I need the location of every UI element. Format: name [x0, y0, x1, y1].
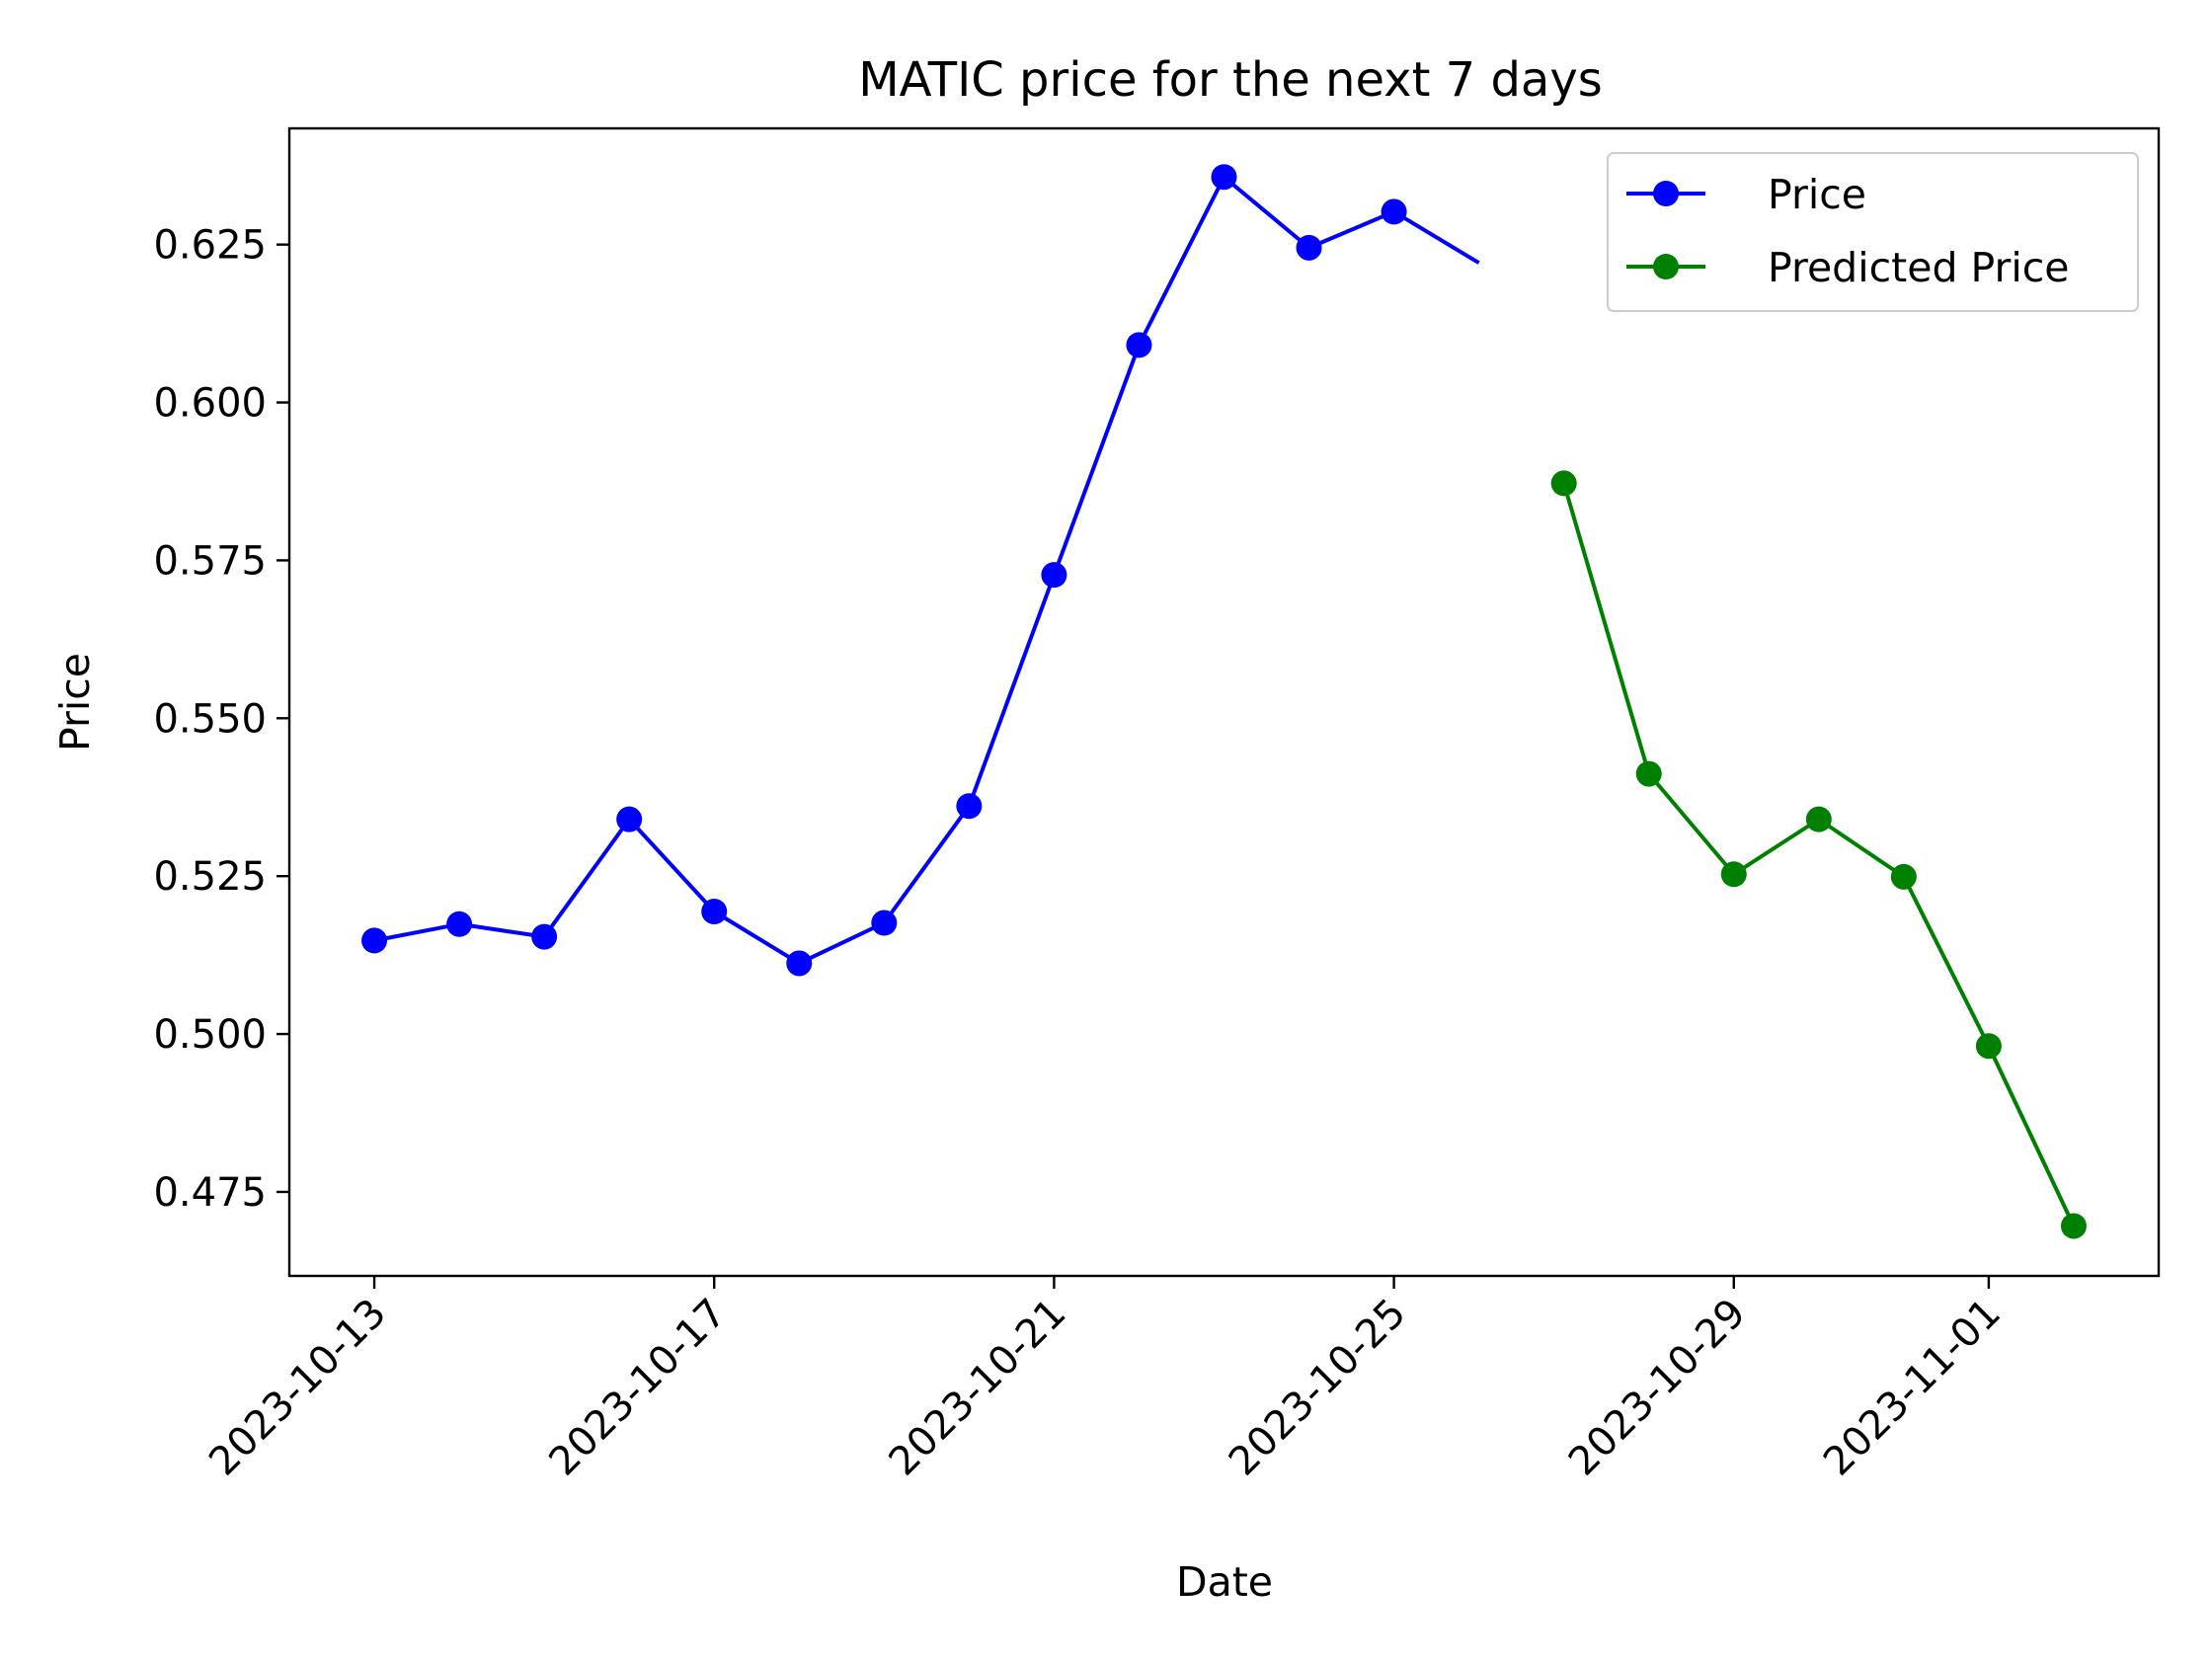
chart-title: MATIC price for the next 7 days [858, 52, 1602, 108]
axes-frame [287, 126, 2161, 1278]
y-tick-label: 0.525 [153, 854, 267, 900]
data-point [446, 911, 473, 937]
y-axis-label: Price [51, 653, 99, 752]
y-tick-label: 0.550 [153, 696, 267, 742]
data-point [701, 898, 728, 924]
data-point [1720, 861, 1747, 888]
legend-label: Predicted Price [1768, 244, 2070, 291]
legend-marker [1653, 181, 1679, 206]
y-tick-label: 0.475 [153, 1170, 267, 1216]
data-point [786, 950, 813, 977]
data-point [1381, 198, 1407, 225]
data-point [956, 793, 983, 820]
data-point [1211, 164, 1237, 191]
data-point [616, 806, 643, 832]
data-point [1805, 806, 1832, 832]
x-axis-label: Date [1176, 1558, 1273, 1606]
y-tick-label: 0.500 [153, 1012, 267, 1058]
legend-box [1607, 152, 2139, 312]
legend-marker [1653, 254, 1679, 279]
data-point [1890, 863, 1917, 890]
data-point [2060, 1213, 2087, 1239]
legend-label: Price [1768, 171, 1866, 218]
series-line-1 [373, 175, 1480, 966]
y-tick-label: 0.575 [153, 538, 267, 584]
data-point [1041, 562, 1067, 589]
data-point [361, 927, 388, 954]
y-tick-label: 0.625 [153, 223, 267, 269]
y-tick-label: 0.600 [153, 381, 267, 427]
data-point [1296, 234, 1322, 261]
data-point [1975, 1033, 2002, 1060]
data-point [1550, 470, 1577, 497]
data-point [1126, 332, 1152, 358]
data-point [531, 923, 558, 950]
legend: Price Predicted Price [1607, 152, 2139, 312]
data-point [871, 910, 898, 936]
data-point [1635, 760, 1662, 787]
